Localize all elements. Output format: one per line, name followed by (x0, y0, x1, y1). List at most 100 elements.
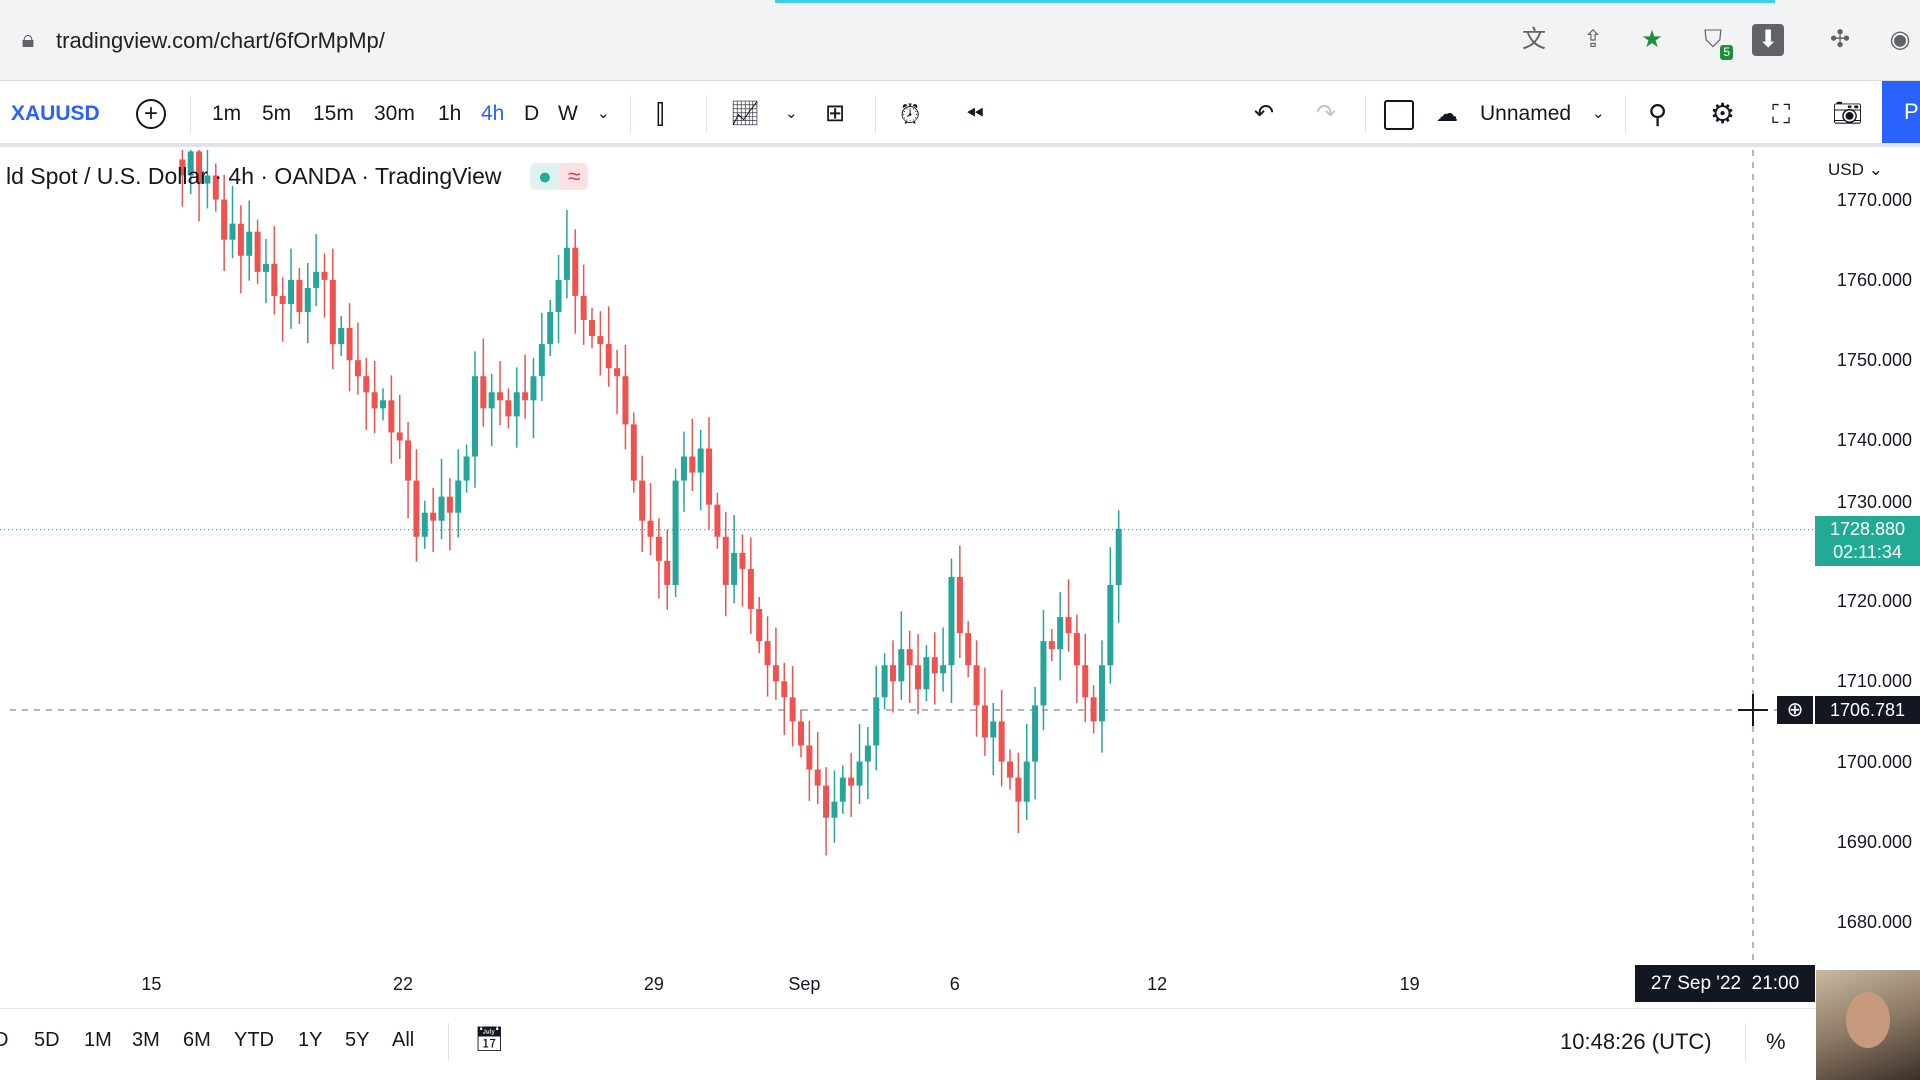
interval-1h[interactable]: 1h (438, 102, 462, 125)
candle-body (906, 649, 913, 666)
range-d[interactable]: D (0, 1029, 9, 1051)
goto-date-icon[interactable]: 📅︎ (474, 1026, 505, 1053)
range-ytd[interactable]: YTD (234, 1029, 274, 1051)
candle-body (296, 279, 303, 312)
interval-w[interactable]: W (558, 102, 578, 125)
candle-body (756, 609, 763, 642)
interval-5m[interactable]: 5m (262, 102, 292, 125)
candle-body (463, 456, 470, 481)
range-1m[interactable]: 1M (84, 1029, 112, 1051)
candle-body (839, 777, 846, 802)
candle-body (346, 328, 353, 361)
range-all[interactable]: All (392, 1029, 415, 1051)
candle-body (304, 287, 311, 312)
range-1y[interactable]: 1Y (298, 1029, 323, 1051)
lock-icon[interactable]: 🔒︎ (21, 26, 35, 53)
candle-body (363, 376, 370, 393)
candle-body (413, 480, 420, 537)
percent-scale-toggle[interactable]: % (1766, 1029, 1786, 1054)
fullscreen-icon[interactable]: ⛶ (1772, 99, 1791, 129)
candle-body (689, 456, 696, 473)
candle-body (329, 279, 336, 345)
interval-d[interactable]: D (524, 102, 540, 125)
candle-body (1115, 528, 1122, 585)
candle-body (956, 576, 963, 634)
add-alert-plus-icon[interactable]: ⊕ (1777, 696, 1813, 724)
price-tick: 1700.000 (1836, 751, 1912, 772)
price-tick: 1690.000 (1836, 831, 1912, 852)
candle-body (480, 376, 487, 409)
utc-clock[interactable]: 10:48:26 (UTC) (1560, 1029, 1712, 1054)
chevron-down-icon[interactable]: ⌄ (597, 105, 610, 122)
interval-30m[interactable]: 30m (374, 102, 415, 125)
price-tick: 1770.000 (1836, 189, 1912, 210)
candle-body (187, 151, 194, 176)
camera-icon[interactable]: 📷︎ (1832, 100, 1863, 127)
interval-15m[interactable]: 15m (313, 102, 354, 125)
candle-body (522, 392, 529, 401)
candle-body (446, 496, 453, 513)
candle-body (781, 681, 788, 698)
puzzle-icon[interactable]: ✣ (1829, 26, 1851, 53)
candle-body (547, 311, 554, 345)
cloud-icon[interactable]: ☁︎ (1436, 101, 1458, 126)
candle-body (388, 400, 395, 433)
candle-body (898, 649, 905, 682)
candle-body (589, 320, 595, 337)
compare-add-icon[interactable]: + (136, 99, 166, 129)
price-tick: 1730.000 (1836, 492, 1912, 512)
interval-4h[interactable]: 4h (481, 102, 505, 125)
extension-shield-icon[interactable]: ⛉ 5 (1697, 24, 1733, 60)
candle-body (831, 801, 838, 818)
share-icon[interactable]: ⇪ (1582, 26, 1604, 53)
loading-bar (775, 0, 1775, 3)
candle-body (948, 576, 955, 666)
layout-grid-icon[interactable]: ⊞ (825, 100, 846, 127)
chart-legend: ld Spot / U.S. Dollar · 4h · OANDA · Tra… (6, 163, 589, 190)
range-3m[interactable]: 3M (132, 1029, 160, 1051)
redo-icon[interactable]: ↷ (1316, 100, 1337, 127)
symbol-search[interactable]: XAUUSD (11, 102, 100, 125)
indicators-icon[interactable]: 📈︎ (730, 100, 761, 127)
alert-clock-icon[interactable]: ⏰︎ (900, 99, 921, 129)
interval-1m[interactable]: 1m (212, 102, 242, 125)
range-5y[interactable]: 5Y (345, 1029, 370, 1051)
candle-body (1090, 697, 1097, 722)
replay-icon[interactable]: ⏪︎ (966, 101, 984, 126)
time-tick: 22 (393, 974, 414, 994)
candle-body (1023, 761, 1030, 802)
url-field[interactable]: tradingview.com/chart/6fOrMpMp/ (56, 28, 385, 53)
candle-body (196, 151, 203, 184)
candle-body (1098, 665, 1105, 722)
search-icon[interactable]: ⚲ (1648, 99, 1668, 129)
candle-body (1007, 761, 1013, 778)
rectangle-icon[interactable] (1384, 100, 1414, 130)
candle-body (1073, 633, 1080, 666)
translate-icon[interactable]: 文 (1522, 26, 1546, 53)
gear-icon[interactable]: ⚙ (1710, 98, 1736, 129)
candle-body (639, 480, 646, 521)
chevron-down-icon[interactable]: ⌄ (1592, 105, 1605, 122)
layout-name-button[interactable]: Unnamed (1480, 102, 1572, 125)
undo-icon[interactable]: ↶ (1254, 100, 1275, 127)
candle-body (731, 552, 738, 585)
profile-icon[interactable]: ◉ (1889, 26, 1911, 53)
crosshair-date: 27 Sep '22 (1650, 973, 1742, 994)
currency-selector[interactable]: USD ⌄ (1828, 160, 1883, 179)
bookmark-star-icon[interactable]: ★ (1641, 26, 1663, 53)
publish-button[interactable]: P (1882, 81, 1920, 143)
range-5d[interactable]: 5D (34, 1029, 60, 1051)
candles-chart-type-icon[interactable]: ⫿ (656, 99, 665, 129)
candle-body (990, 721, 997, 738)
candle-body (747, 568, 754, 610)
download-icon[interactable]: ⬇ (1752, 24, 1784, 56)
chevron-down-icon[interactable]: ⌄ (785, 105, 798, 122)
price-tick: 1740.000 (1836, 430, 1912, 451)
time-tick: Sep (788, 974, 821, 994)
range-6m[interactable]: 6M (183, 1029, 211, 1051)
candle-body (630, 424, 637, 481)
candle-body (572, 247, 579, 296)
candle-body (1057, 617, 1064, 650)
candle-body (1032, 705, 1039, 762)
